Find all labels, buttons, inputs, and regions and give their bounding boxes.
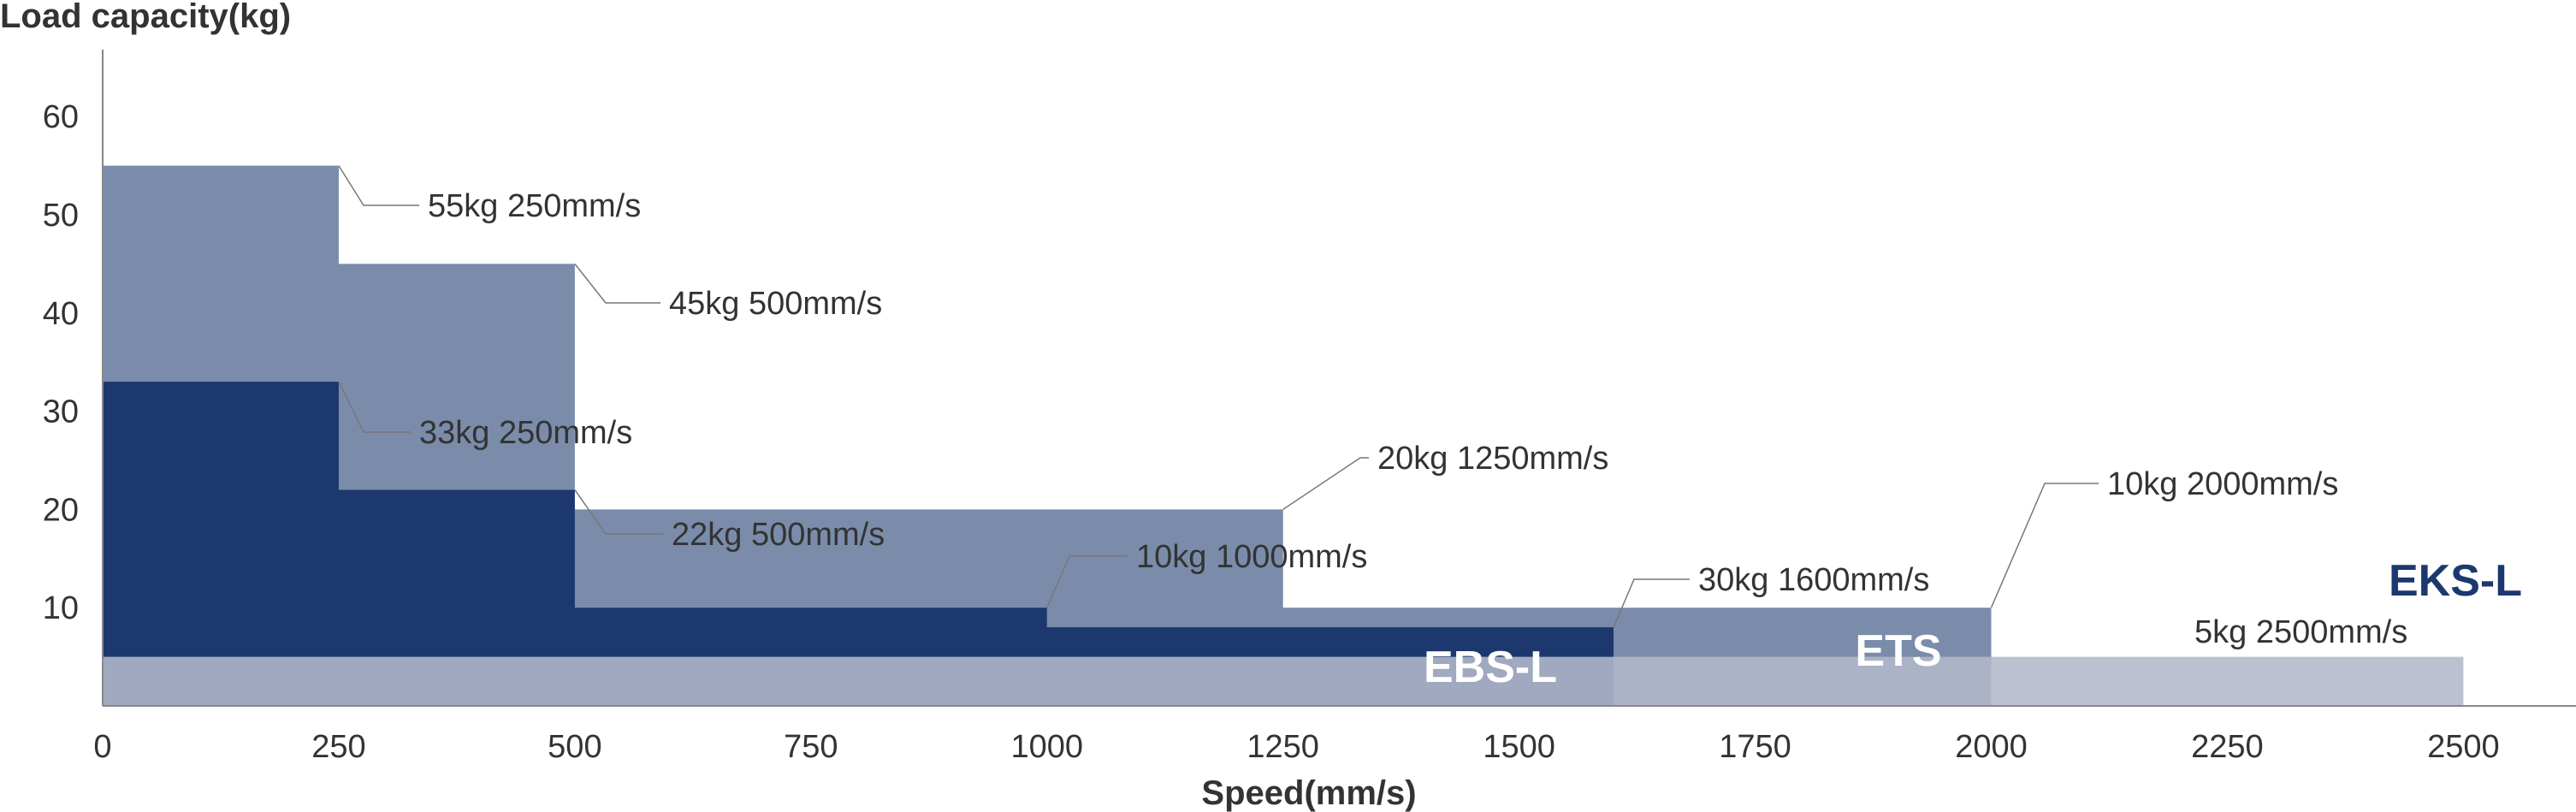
annotation-leader-line — [574, 263, 660, 304]
series-label-ets: ETS — [1855, 626, 1941, 676]
series-label-eks-l: EKS-L — [2389, 556, 2522, 606]
annotation-label: 33kg 250mm/s — [419, 415, 632, 451]
x-tick-label: 500 — [548, 729, 601, 765]
annotation-leader-line — [1613, 578, 1690, 628]
annotation-leaders — [338, 165, 2099, 628]
x-tick-label: 2000 — [1955, 729, 2028, 765]
x-tick-label: 1750 — [1719, 729, 1791, 765]
x-tick-label: 250 — [311, 729, 365, 765]
axes — [102, 50, 2576, 707]
annotation-label: 5kg 2500mm/s — [2194, 614, 2407, 650]
annotation-label: 10kg 2000mm/s — [2107, 466, 2338, 502]
x-tick-label: 2500 — [2427, 729, 2500, 765]
y-tick-label: 40 — [43, 296, 79, 332]
area-ebs-l — [103, 382, 1614, 706]
annotation-leader-line — [574, 489, 663, 535]
x-tick-label: 1250 — [1247, 729, 1319, 765]
annotation-label: 55kg 250mm/s — [428, 188, 641, 224]
annotation-leader-line — [338, 165, 419, 206]
y-tick-label: 50 — [43, 198, 79, 234]
y-tick-label: 10 — [43, 590, 79, 626]
x-tick-label: 1000 — [1010, 729, 1083, 765]
annotation-label: 30kg 1600mm/s — [1698, 562, 1929, 598]
x-tick-label: 0 — [93, 729, 111, 765]
annotation-leader-line — [338, 381, 411, 433]
annotation-leader-line — [1990, 483, 2099, 608]
y-tick-labels: 10 20 30 40 50 60 — [43, 99, 79, 626]
x-tick-labels: 0 250 500 750 1000 1250 1500 1750 2000 2250 2500 — [93, 729, 2499, 765]
annotation-labels: 55kg 250mm/s 45kg 500mm/s 33kg 250mm/s 22kg… — [419, 188, 2407, 650]
x-axis-title: Speed(mm/s) — [1201, 774, 1416, 812]
y-tick-label: 60 — [43, 99, 79, 135]
series-labels: EBS-L ETS EKS-L — [1424, 556, 2522, 692]
area-eks-l — [103, 656, 2464, 706]
x-tick-label: 2250 — [2191, 729, 2264, 765]
x-tick-label: 750 — [784, 729, 838, 765]
annotation-label: 20kg 1250mm/s — [1377, 441, 1608, 477]
annotation-leader-line — [1046, 555, 1128, 608]
y-axis-title: Load capacity(kg) — [0, 0, 291, 35]
annotation-label: 45kg 500mm/s — [669, 286, 882, 322]
y-tick-label: 30 — [43, 394, 79, 430]
annotation-leader-line — [1282, 457, 1369, 511]
x-tick-label: 1500 — [1483, 729, 1555, 765]
series-label-ebs-l: EBS-L — [1424, 643, 1557, 692]
annotation-label: 22kg 500mm/s — [672, 517, 885, 553]
annotation-label: 10kg 1000mm/s — [1136, 539, 1367, 575]
series-areas — [103, 165, 2464, 707]
y-tick-label: 20 — [43, 492, 79, 528]
